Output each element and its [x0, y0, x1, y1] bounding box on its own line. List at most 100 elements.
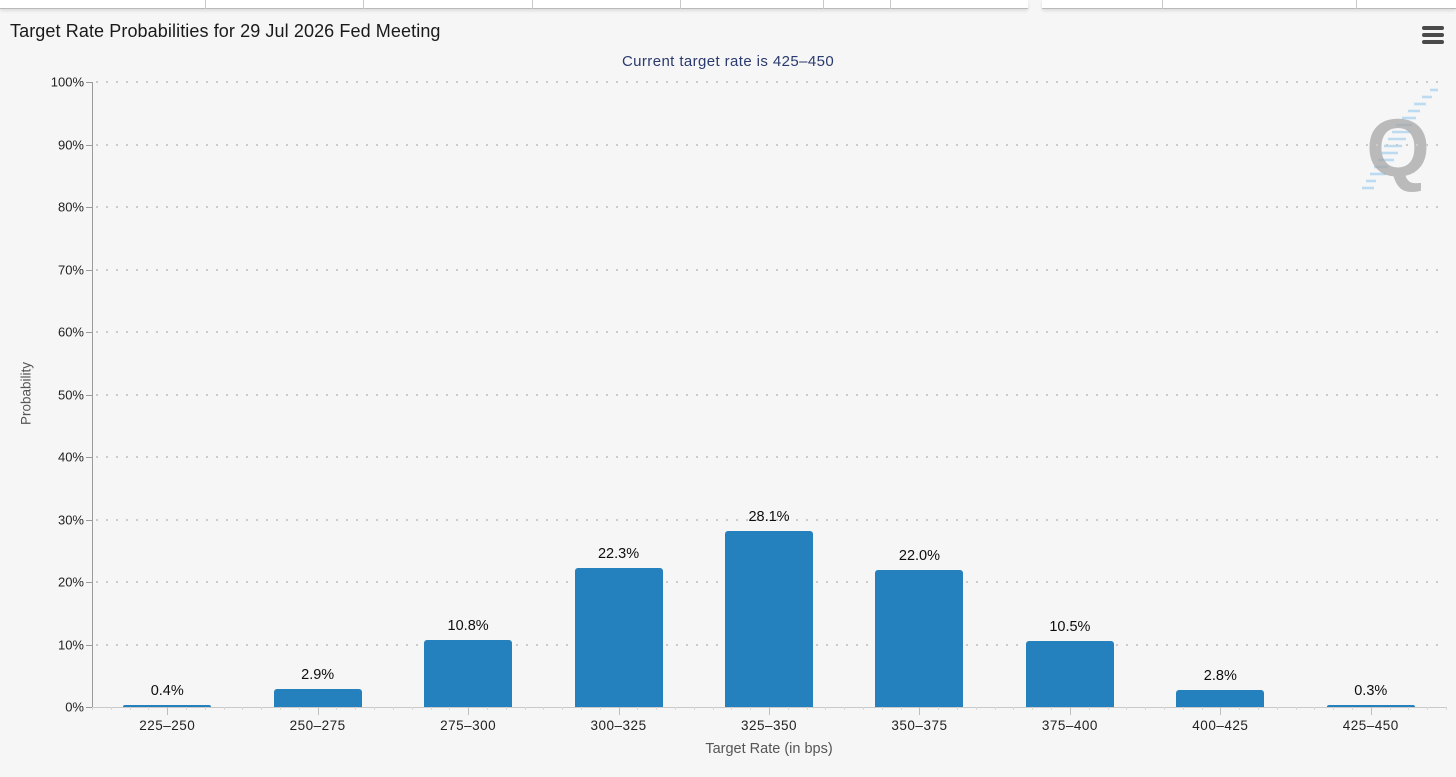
x-minor-tick: [186, 707, 188, 710]
x-minor-tick: [599, 707, 601, 710]
x-category-tick: [1069, 707, 1071, 715]
gridline-100pct: [96, 81, 1446, 83]
gridline-60pct: [96, 331, 1446, 333]
x-minor-tick: [1163, 707, 1165, 710]
x-minor-tick: [1314, 707, 1316, 710]
y-tick-mark: [86, 644, 92, 646]
bar-225-250[interactable]: [123, 704, 212, 707]
x-minor-tick: [1295, 707, 1297, 710]
x-minor-tick: [449, 707, 451, 710]
x-minor-tick: [994, 707, 996, 710]
bar-350-375[interactable]: [875, 569, 964, 707]
y-tick-label: 70%: [57, 262, 84, 277]
x-minor-tick: [1239, 707, 1241, 710]
x-category-label: 275–300: [440, 718, 497, 733]
y-axis-line: [92, 82, 93, 707]
y-tick-mark: [86, 144, 92, 146]
y-tick-mark: [86, 269, 92, 271]
y-tick-mark: [86, 332, 92, 333]
y-tick-label: 40%: [57, 449, 84, 465]
tab-divider: [205, 0, 206, 9]
y-tick-label: 30%: [57, 512, 84, 527]
x-minor-tick: [1051, 707, 1053, 710]
y-tick-mark: [86, 707, 92, 708]
y-tick-mark: [86, 457, 92, 458]
gridline-90pct: [96, 143, 1446, 146]
x-minor-tick: [374, 707, 376, 710]
x-minor-tick: [1351, 707, 1353, 710]
bar-value-label: 28.1%: [748, 509, 790, 526]
x-category-tick: [317, 707, 319, 715]
x-category-label: 425–450: [1342, 718, 1399, 733]
y-tick-mark: [86, 519, 92, 521]
gridline-70pct: [96, 268, 1446, 271]
x-minor-tick: [524, 707, 526, 710]
x-minor-tick: [844, 707, 846, 710]
x-category-label: 350–375: [891, 718, 948, 733]
y-tick-label: 80%: [57, 199, 84, 215]
x-minor-tick: [543, 707, 545, 710]
x-category-label: 300–325: [590, 718, 647, 733]
bar-425-450[interactable]: [1326, 705, 1415, 707]
bar-275-300[interactable]: [424, 639, 513, 707]
x-minor-tick: [411, 707, 413, 710]
tab-group-left[interactable]: [0, 0, 1028, 9]
x-minor-tick: [787, 707, 789, 710]
x-minor-tick: [580, 707, 582, 710]
bar-375-400[interactable]: [1025, 641, 1114, 707]
x-minor-tick: [1145, 707, 1147, 710]
y-tick-mark: [86, 207, 92, 208]
x-minor-tick: [1408, 707, 1410, 710]
y-tick-mark: [86, 394, 92, 396]
x-minor-tick: [1201, 707, 1203, 710]
y-tick-label: 60%: [57, 324, 84, 340]
x-minor-tick: [486, 707, 488, 710]
x-category-label: 400–425: [1192, 718, 1249, 733]
y-tick-mark: [86, 82, 92, 83]
hamburger-menu-icon[interactable]: [1422, 25, 1446, 45]
y-tick-label: 90%: [57, 137, 84, 152]
y-tick-label: 100%: [50, 74, 84, 90]
x-minor-tick: [1333, 707, 1335, 710]
gridline-50pct: [96, 393, 1446, 396]
x-minor-tick: [1427, 707, 1429, 710]
x-minor-tick: [298, 707, 300, 710]
y-axis-title: Probability: [18, 361, 34, 426]
x-minor-tick: [1107, 707, 1109, 710]
bar-400-425[interactable]: [1176, 689, 1265, 707]
chart-title: Target Rate Probabilities for 29 Jul 202…: [10, 21, 441, 41]
x-category-tick: [468, 707, 470, 715]
x-minor-tick: [1389, 707, 1391, 710]
x-minor-tick: [336, 707, 338, 710]
x-category-tick: [919, 707, 921, 715]
x-minor-tick: [1032, 707, 1034, 710]
gridline-40pct: [96, 456, 1446, 458]
x-minor-tick: [261, 707, 263, 710]
bar-value-label: 22.3%: [597, 545, 640, 562]
tab-group-right[interactable]: [1042, 0, 1456, 9]
x-minor-tick: [1446, 707, 1447, 710]
gridline-30pct: [96, 518, 1446, 521]
x-minor-tick: [656, 707, 658, 710]
x-minor-tick: [1276, 707, 1278, 710]
x-minor-tick: [957, 707, 959, 710]
tab-divider: [890, 0, 891, 9]
y-tick-label: 20%: [57, 574, 84, 590]
x-category-label: 375–400: [1041, 718, 1098, 733]
x-minor-tick: [204, 707, 206, 710]
x-category-tick: [769, 707, 770, 715]
x-minor-tick: [750, 707, 752, 710]
bar-250-275[interactable]: [273, 688, 362, 707]
x-minor-tick: [1126, 707, 1128, 710]
x-minor-tick: [1013, 707, 1015, 710]
bar-300-325[interactable]: [574, 567, 663, 707]
tab-divider: [1356, 0, 1357, 9]
x-minor-tick: [110, 707, 112, 710]
x-minor-tick: [1088, 707, 1090, 710]
tab-divider: [1162, 0, 1163, 9]
bar-value-label: 10.5%: [1049, 619, 1091, 636]
x-minor-tick: [242, 707, 244, 710]
bar-325-350[interactable]: [725, 531, 813, 707]
tab-divider: [823, 0, 824, 9]
